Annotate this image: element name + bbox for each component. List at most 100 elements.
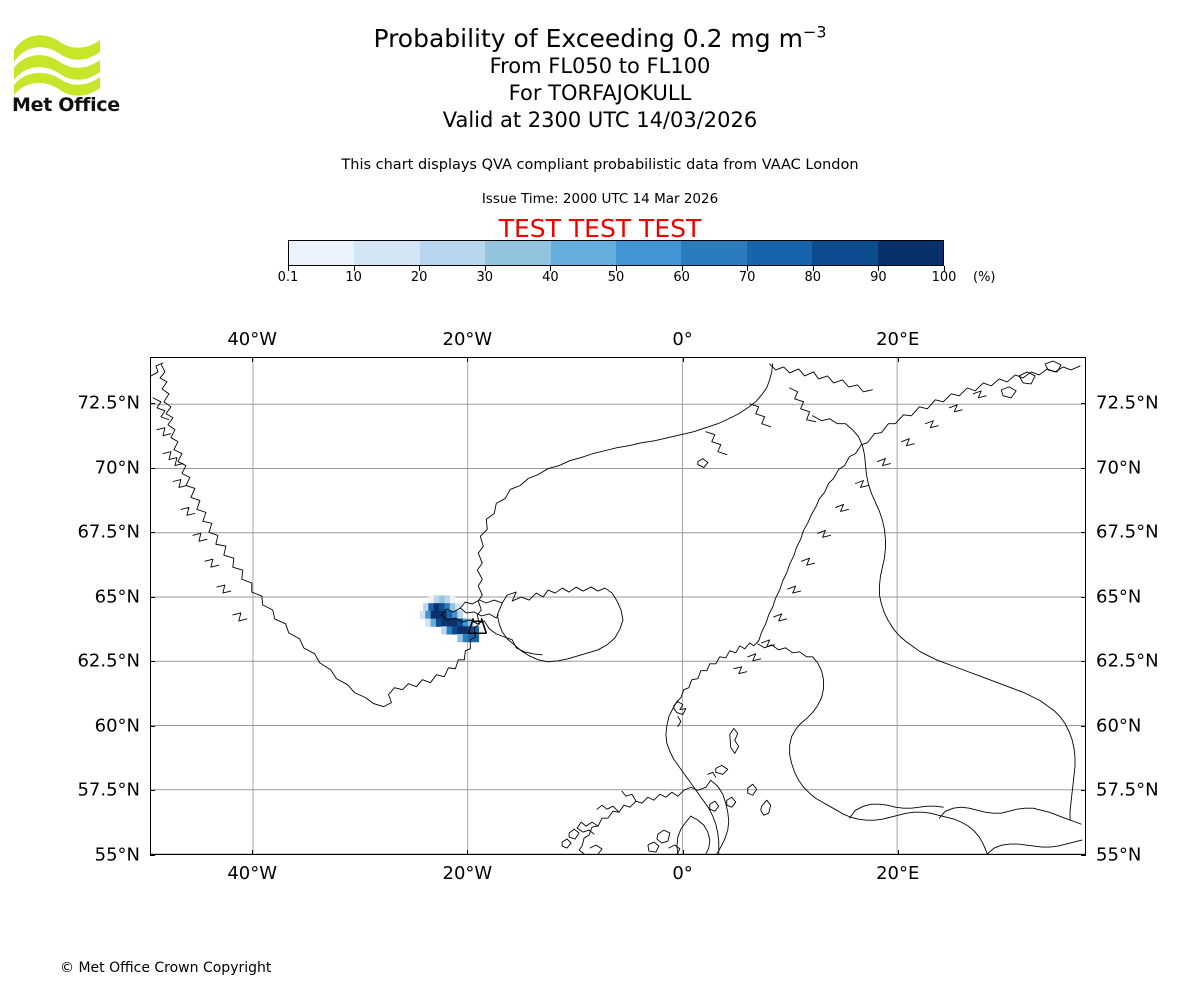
colorbar-tick-label-4: 40 <box>542 270 559 285</box>
probability-cell <box>439 603 445 612</box>
probability-cell <box>455 603 461 612</box>
colorbar-tick-label-9: 90 <box>870 270 887 285</box>
colorbar-unit-label: (%) <box>973 270 996 285</box>
probability-cell <box>468 634 474 643</box>
colorbar-tick-label-2: 20 <box>410 270 428 285</box>
map-gridlines <box>151 358 1085 854</box>
probability-cell <box>468 618 474 627</box>
volcano-glyph <box>467 618 488 635</box>
probability-cell <box>473 626 480 635</box>
probability-cell <box>428 595 434 604</box>
lat-label-right-1: 70°N <box>1096 457 1142 479</box>
colorbar-band-7 <box>746 241 813 265</box>
probability-cell <box>452 626 458 635</box>
colorbar-tick-9 <box>878 266 880 271</box>
map-frame[interactable] <box>150 357 1086 855</box>
coastlines <box>151 360 1083 854</box>
lat-label-right-6: 57.5°N <box>1096 779 1159 801</box>
lon-label-top-2: 0° <box>672 329 693 350</box>
lat-label-left-6: 57.5°N <box>77 779 140 801</box>
probability-cell <box>457 626 463 635</box>
tick-lat-right-2 <box>1081 532 1086 534</box>
lon-label-bottom-2: 0° <box>672 863 693 884</box>
page-title-exponent: −3 <box>802 22 827 42</box>
tick-lon-top-2 <box>682 357 684 362</box>
map-canvas[interactable] <box>151 358 1085 854</box>
probability-cell <box>473 634 480 643</box>
probability-cell <box>449 595 456 604</box>
chart-title-block: Probability of Exceeding 0.2 mg m−3 From… <box>0 24 1200 134</box>
tick-lon-bottom-1 <box>467 850 469 855</box>
probability-cell <box>446 626 453 635</box>
colorbar-tick-label-3: 30 <box>476 270 494 285</box>
probability-cell <box>462 626 469 635</box>
colorbar-tick-7 <box>747 266 749 271</box>
lat-label-left-2: 67.5°N <box>77 521 140 543</box>
lat-label-left-1: 70°N <box>94 457 140 479</box>
lat-label-left-5: 60°N <box>94 715 140 737</box>
lon-label-top-0: 40°W <box>227 329 278 350</box>
colorbar-band-4 <box>550 241 617 265</box>
lat-label-right-2: 67.5°N <box>1096 521 1159 543</box>
lat-label-left-4: 62.5°N <box>77 650 140 672</box>
colorbar-gradient <box>288 240 944 266</box>
copyright-footer: © Met Office Crown Copyright <box>60 960 272 976</box>
probability-cell <box>423 603 429 612</box>
tick-lon-bottom-0 <box>252 850 254 855</box>
colorbar-tick-1 <box>353 266 355 271</box>
test-banner: TEST TEST TEST <box>498 214 702 243</box>
colorbar-tick-6 <box>681 266 683 271</box>
tick-lat-right-3 <box>1081 596 1086 598</box>
probability-cell <box>446 618 453 627</box>
tick-lat-right-0 <box>1081 403 1086 405</box>
colorbar-tick-8 <box>812 266 814 271</box>
map-container[interactable] <box>150 357 1086 856</box>
colorbar-band-5 <box>616 241 682 265</box>
colorbar-tick-5 <box>616 266 617 271</box>
chart-description: This chart displays QVA compliant probab… <box>341 157 859 173</box>
probability-cell <box>468 626 474 635</box>
colorbar-band-6 <box>681 241 747 265</box>
probability-cell <box>462 618 469 627</box>
probability-cell <box>435 610 442 620</box>
tick-lon-top-0 <box>252 357 254 362</box>
lat-label-left-0: 72.5°N <box>77 392 140 414</box>
probability-cell <box>430 618 437 627</box>
tick-lon-top-1 <box>467 357 469 362</box>
colorbar-tick-2 <box>419 266 421 271</box>
lon-label-bottom-0: 40°W <box>227 863 278 884</box>
probability-cell <box>457 610 463 620</box>
colorbar-band-2 <box>419 241 486 265</box>
tick-lat-left-0 <box>150 403 155 405</box>
lat-label-left-3: 65°N <box>94 586 140 608</box>
colorbar-tick-0 <box>288 266 289 271</box>
probability-cell <box>441 626 447 635</box>
met-office-logo: Met Office <box>12 22 130 114</box>
tick-lat-left-4 <box>150 661 155 663</box>
probability-cell <box>462 634 469 643</box>
title-volcano: For TORFAJOKULL <box>508 81 692 105</box>
colorbar-tick-4 <box>550 266 552 271</box>
colorbar-band-9 <box>877 241 944 265</box>
tick-lat-right-4 <box>1081 661 1086 663</box>
colorbar-tick-10 <box>944 266 945 271</box>
lat-label-left-7: 55°N <box>94 844 140 866</box>
probability-cell <box>433 603 440 612</box>
probability-cell <box>444 603 451 612</box>
lon-label-top-1: 20°W <box>442 329 493 350</box>
met-office-wave-mark <box>14 35 100 96</box>
tick-lat-left-7 <box>150 855 155 856</box>
probability-cell <box>428 603 434 612</box>
colorbar-band-1 <box>354 241 420 265</box>
title-flight-levels: From FL050 to FL100 <box>489 54 711 78</box>
tick-lon-bottom-3 <box>897 850 899 855</box>
colorbar <box>288 240 944 266</box>
colorbar-tick-label-1: 10 <box>345 270 362 285</box>
colorbar-band-3 <box>485 241 551 265</box>
colorbar-tick-label-10: 100 <box>931 270 957 285</box>
tick-lat-right-7 <box>1081 855 1086 856</box>
tick-lat-right-6 <box>1081 790 1086 792</box>
lon-label-top-3: 20°E <box>876 329 920 350</box>
met-office-wordmark: Met Office <box>12 94 120 114</box>
tick-lat-right-5 <box>1081 725 1086 727</box>
